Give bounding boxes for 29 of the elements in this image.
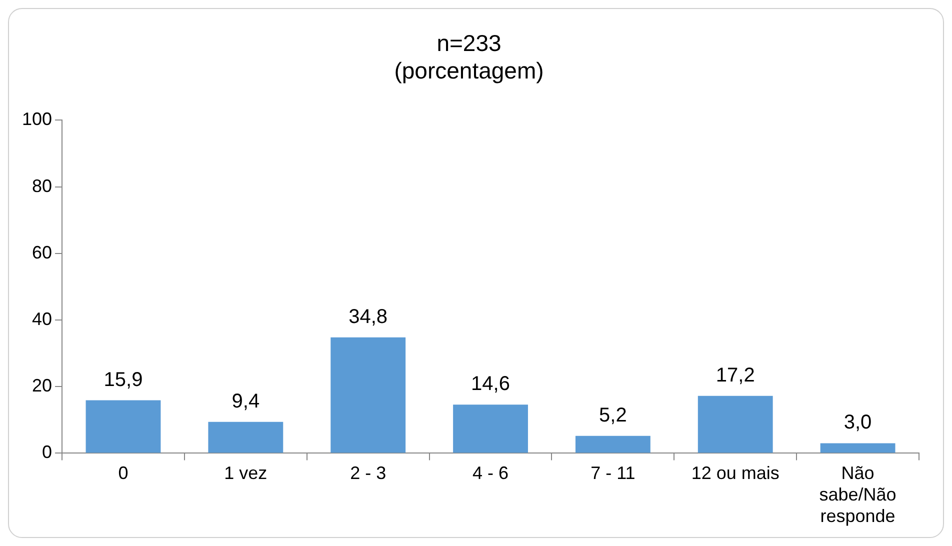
bar	[86, 400, 161, 453]
bar	[208, 422, 284, 453]
y-tick-label: 60	[32, 242, 52, 262]
y-tick-label: 40	[32, 308, 52, 329]
x-tick-label: 1 vez	[224, 462, 268, 483]
bar	[820, 443, 896, 453]
data-label: 3,0	[844, 412, 872, 434]
x-tick-label: 12 ou mais	[691, 462, 780, 483]
chart-subtitle: (porcentagem)	[394, 58, 544, 84]
y-tick-label: 20	[32, 376, 52, 396]
bar	[575, 436, 650, 453]
x-tick-label: 4 - 6	[472, 462, 509, 483]
x-tick-label: 2 - 3	[350, 462, 386, 483]
data-label: 14,6	[471, 373, 510, 396]
data-label: 15,9	[104, 368, 143, 391]
bar	[330, 337, 406, 453]
data-label: 9,4	[232, 390, 260, 412]
data-label: 17,2	[716, 364, 755, 386]
bar	[698, 396, 773, 453]
bar	[453, 404, 528, 453]
data-label: 34,8	[348, 306, 388, 328]
y-tick-label: 0	[42, 442, 52, 462]
data-label: 5,2	[599, 404, 627, 426]
x-tick-label: Não sabe/Não responde	[819, 462, 896, 526]
y-tick-label: 100	[22, 109, 52, 130]
chart-title: n=233	[436, 30, 502, 56]
y-tick-label: 80	[32, 176, 52, 196]
x-tick-label: 0	[118, 462, 128, 483]
x-tick-label: 7 - 11	[590, 462, 636, 483]
